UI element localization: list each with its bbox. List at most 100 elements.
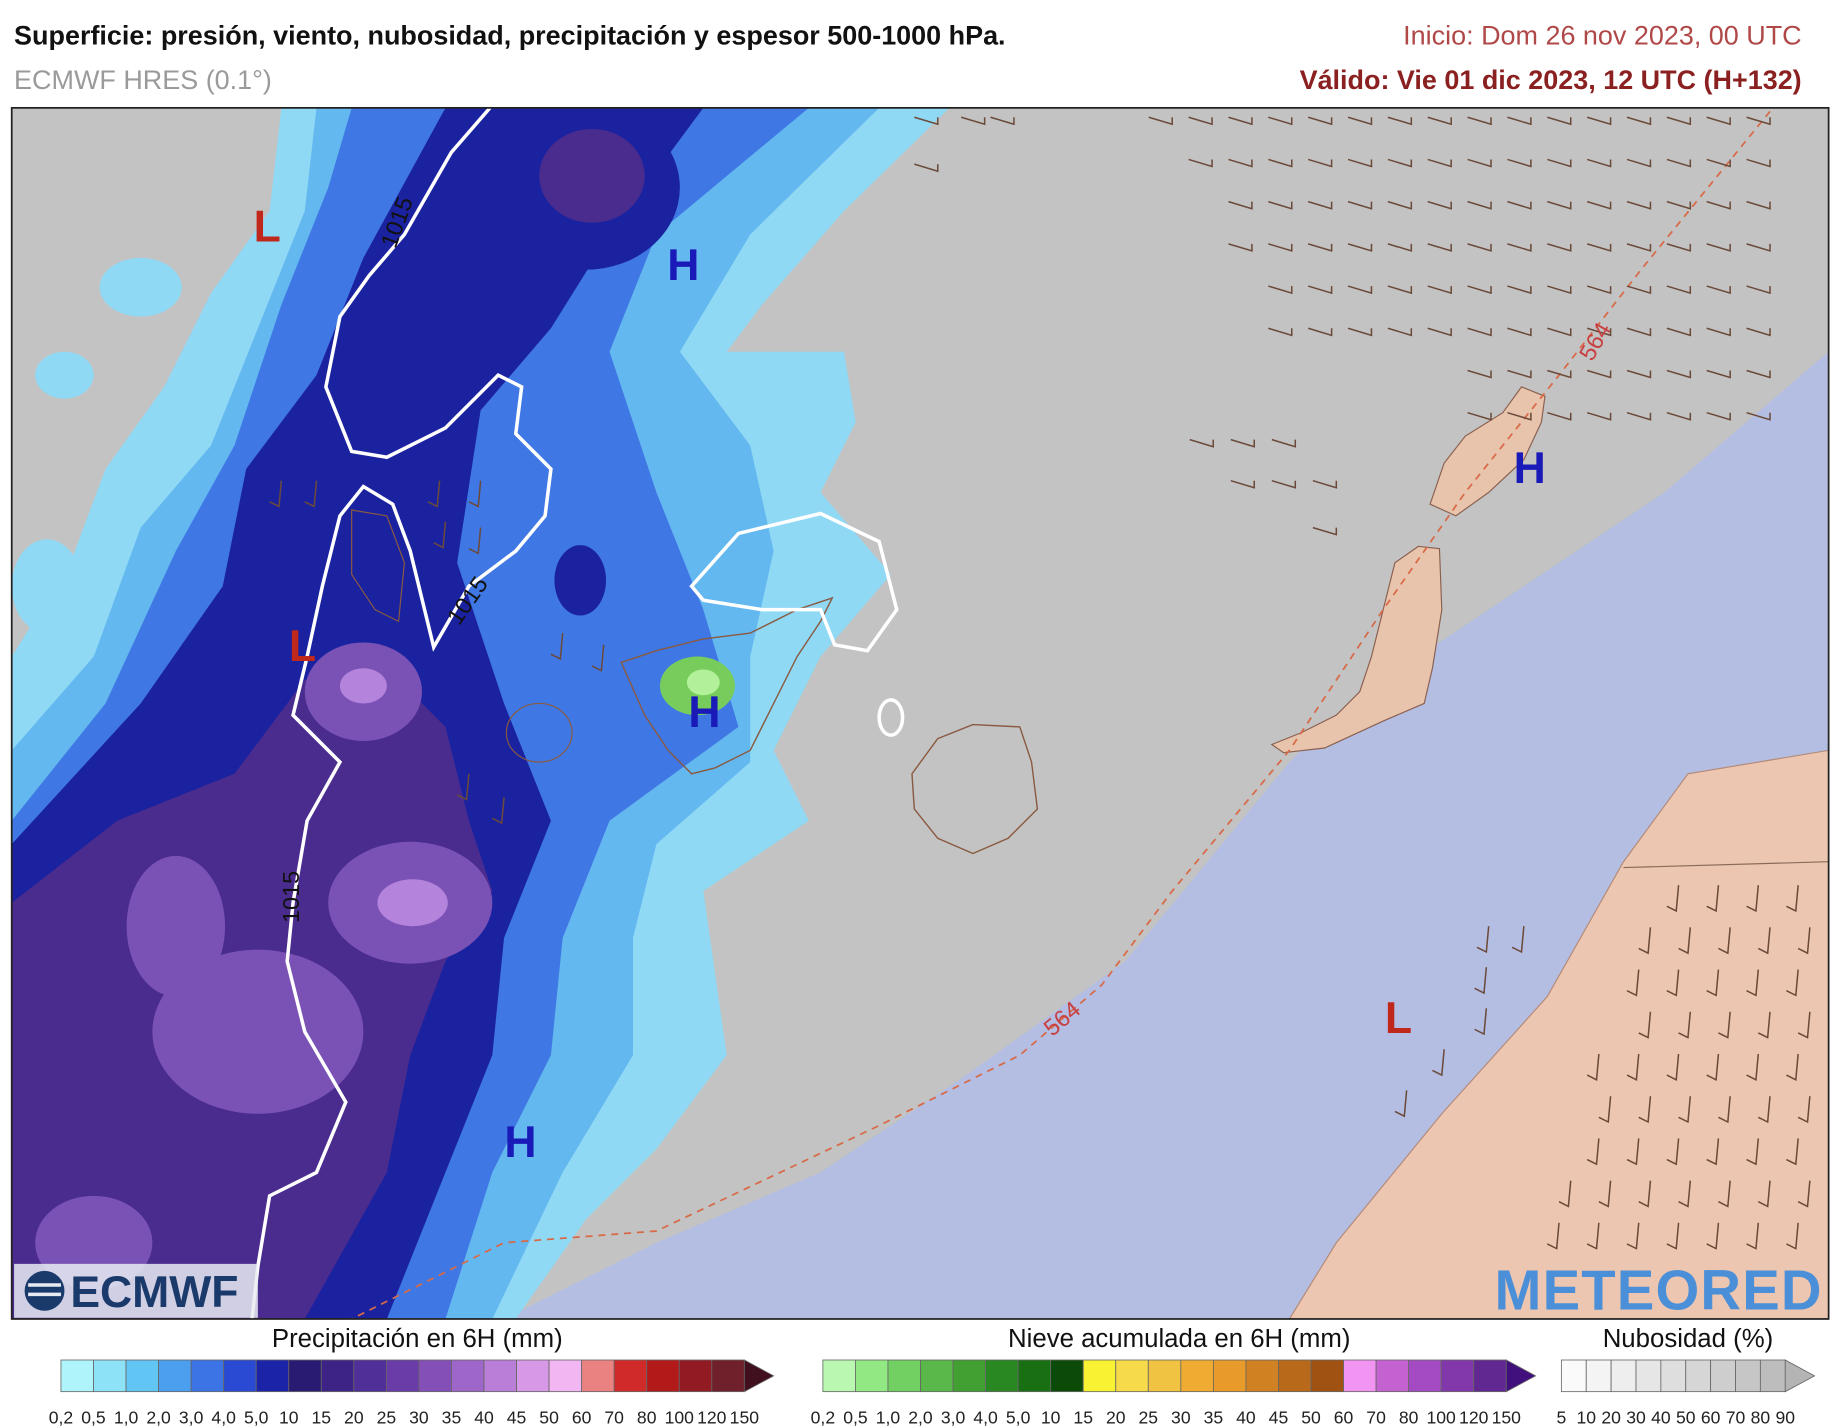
wind-barb bbox=[1746, 285, 1771, 295]
wind-barb bbox=[990, 116, 1015, 126]
wind-barb bbox=[1547, 285, 1572, 295]
wind-barb bbox=[1757, 927, 1771, 955]
la-palma bbox=[351, 509, 406, 623]
wind-barb bbox=[1586, 200, 1612, 210]
legend-label: 50 bbox=[1676, 1407, 1696, 1427]
wind-barb bbox=[1474, 967, 1488, 995]
wind-barb bbox=[1757, 1011, 1771, 1039]
wind-barb bbox=[1427, 243, 1452, 252]
pressure-center: L bbox=[254, 203, 281, 252]
legend-label: 0,5 bbox=[843, 1407, 868, 1427]
legend-swatch bbox=[711, 1359, 745, 1393]
wind-barb bbox=[1427, 327, 1452, 337]
legend-swatch bbox=[855, 1359, 889, 1393]
wind-barb bbox=[960, 116, 986, 126]
legend-swatch bbox=[1560, 1359, 1587, 1393]
map-title: Superficie: presión, viento, nubosidad, … bbox=[14, 21, 1006, 51]
wind-barb bbox=[1746, 411, 1771, 421]
precip-patch bbox=[539, 128, 645, 223]
wind-barb bbox=[1678, 1096, 1692, 1124]
legend-label: 0,2 bbox=[49, 1407, 73, 1427]
wind-barb bbox=[1666, 885, 1680, 913]
legend-swatch bbox=[353, 1359, 387, 1393]
legend-label: 70 bbox=[1366, 1407, 1386, 1427]
wind-barb bbox=[1312, 479, 1338, 489]
legend-swatch bbox=[1082, 1359, 1117, 1393]
legend-swatch bbox=[1784, 1359, 1816, 1393]
legend-swatch bbox=[646, 1359, 680, 1393]
precip-patch bbox=[554, 545, 607, 616]
legend-label: 10 bbox=[1576, 1407, 1596, 1427]
legend-title: Nieve acumulada en 6H (mm) bbox=[1008, 1325, 1350, 1353]
legend-label: 5 bbox=[1556, 1407, 1566, 1427]
legend-swatch bbox=[516, 1359, 550, 1393]
wind-barb bbox=[1797, 1180, 1811, 1208]
legend-label: 4,0 bbox=[973, 1407, 998, 1427]
wind-barb bbox=[1626, 1053, 1640, 1081]
wind-barb bbox=[1586, 285, 1612, 295]
wind-barb bbox=[1387, 200, 1413, 210]
pressure-center: H bbox=[688, 688, 720, 737]
legend-swatch bbox=[1759, 1359, 1786, 1393]
wind-barb bbox=[1786, 1053, 1799, 1081]
wind-barb bbox=[1786, 1222, 1799, 1250]
wind-barb bbox=[1467, 411, 1492, 421]
wind-barb bbox=[1467, 243, 1492, 252]
wind-barb bbox=[1638, 1180, 1652, 1208]
wind-barb bbox=[1746, 116, 1771, 126]
wind-barb bbox=[1507, 200, 1532, 210]
map-frame bbox=[10, 106, 1830, 1320]
wind-barb bbox=[1626, 285, 1652, 295]
isobar bbox=[689, 511, 899, 653]
logo-text: ECMWF bbox=[70, 1268, 238, 1317]
wind-barb bbox=[1718, 1180, 1731, 1208]
wind-barb bbox=[1666, 285, 1692, 295]
legend-swatch bbox=[1440, 1359, 1475, 1393]
wind-barb bbox=[1307, 200, 1333, 210]
wind-barb bbox=[1586, 411, 1612, 421]
wind-barb bbox=[1189, 438, 1214, 448]
wind-barb bbox=[1387, 116, 1413, 126]
wind-barb bbox=[1666, 411, 1692, 421]
wind-barb bbox=[1268, 285, 1293, 295]
wind-barb bbox=[1638, 1011, 1652, 1039]
legend-label: 60 bbox=[572, 1407, 592, 1427]
wind-barb bbox=[456, 773, 470, 801]
wind-barb bbox=[1467, 285, 1492, 295]
legend-label: 2,0 bbox=[146, 1407, 171, 1427]
wind-barb bbox=[1746, 369, 1771, 379]
legend-label: 3,0 bbox=[941, 1407, 966, 1427]
legend-swatch bbox=[1735, 1359, 1761, 1393]
legend-swatch bbox=[190, 1359, 225, 1393]
legend-swatch bbox=[1115, 1359, 1149, 1393]
legend-label: 60 bbox=[1334, 1407, 1354, 1427]
tenerife bbox=[620, 596, 834, 775]
wind-barb bbox=[1626, 411, 1652, 421]
legend-label: 30 bbox=[409, 1407, 429, 1427]
wind-barb bbox=[1626, 200, 1652, 210]
wind-barb bbox=[1347, 158, 1373, 168]
legend-label: 90 bbox=[1775, 1407, 1795, 1427]
wind-barb bbox=[1347, 243, 1373, 252]
wind-barb bbox=[1268, 116, 1293, 126]
wind-barb bbox=[1586, 1222, 1600, 1250]
wind-barb bbox=[1666, 969, 1680, 997]
wind-barb bbox=[1507, 158, 1532, 168]
legend-swatch bbox=[1245, 1359, 1279, 1393]
wind-barb bbox=[1706, 1138, 1720, 1166]
wind-barb bbox=[1718, 1096, 1731, 1124]
wind-barb bbox=[1666, 1053, 1680, 1081]
wind-barb bbox=[1746, 1222, 1760, 1250]
wind-barb bbox=[1626, 116, 1652, 126]
wind-barb bbox=[1598, 1180, 1612, 1208]
wind-barb bbox=[491, 797, 505, 825]
border bbox=[1623, 861, 1829, 869]
precip-patch bbox=[11, 539, 83, 634]
wind-barb bbox=[1268, 243, 1293, 252]
wind-barb bbox=[1626, 243, 1652, 252]
legend-swatch bbox=[255, 1359, 290, 1393]
wind-barb bbox=[1394, 1090, 1408, 1118]
wind-barb bbox=[1666, 1138, 1680, 1166]
wind-barb bbox=[1706, 1053, 1720, 1081]
